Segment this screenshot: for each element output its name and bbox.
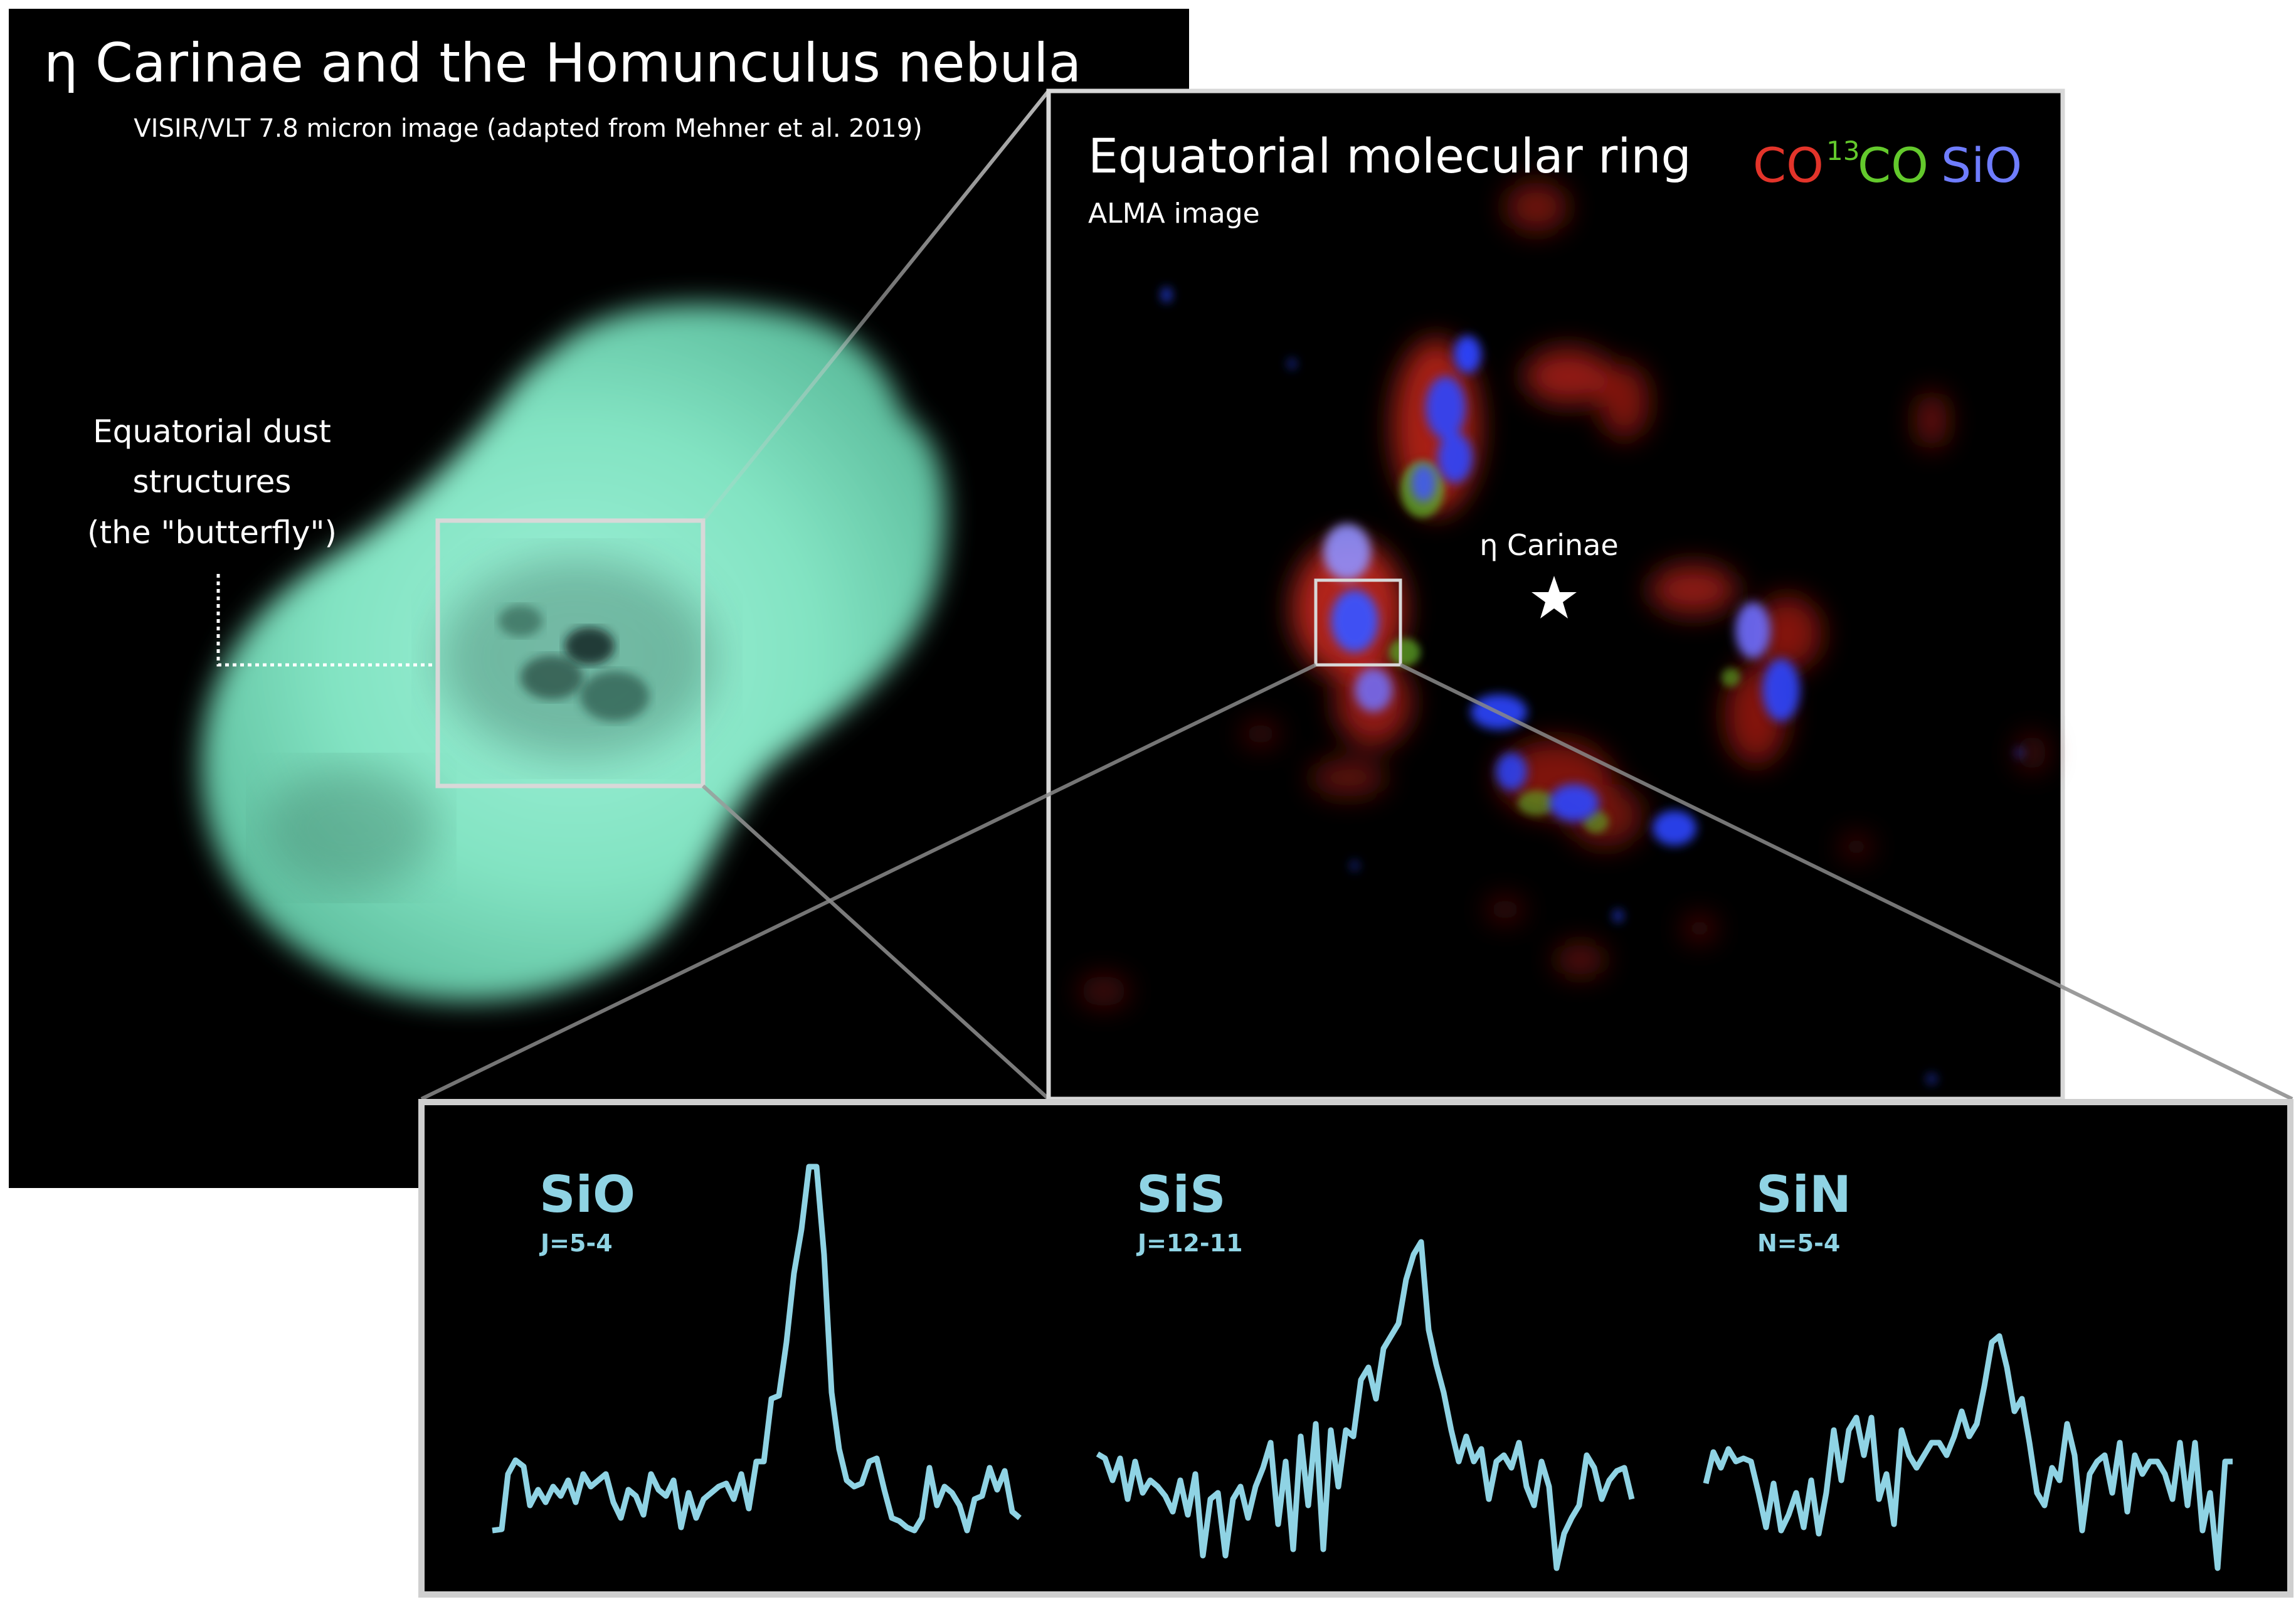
- spectra-panel: [418, 1099, 2293, 1598]
- butterfly-zoom-box: [435, 518, 706, 788]
- left-panel-title: η Carinae and the Homunculus nebula: [44, 32, 1081, 95]
- spectrum-name-sis: SiS: [1136, 1165, 1226, 1224]
- connector-top: [701, 90, 1050, 522]
- spectrum-transition-sin: N=5-4: [1757, 1229, 1840, 1257]
- spectrum-line-sin: [1703, 1333, 2233, 1571]
- spectrum-transition-sio: J=5-4: [539, 1229, 613, 1257]
- molecular-ring-emission: [1079, 182, 2048, 1084]
- alma-panel-subtitle: ALMA image: [1088, 198, 1260, 230]
- homunculus-nebula: [201, 304, 946, 1002]
- dust-label-leader: [216, 574, 435, 667]
- star-icon: [1532, 576, 1577, 618]
- connector-spectra-right: [1399, 663, 2293, 1101]
- legend-13co: CO: [1858, 137, 1928, 193]
- left-panel-subtitle: VISIR/VLT 7.8 micron image (adapted from…: [134, 114, 922, 143]
- spectrum-name-sin: SiN: [1756, 1165, 1851, 1224]
- alma-panel-title: Equatorial molecular ring: [1088, 128, 1691, 184]
- connector-spectra-left: [420, 663, 1317, 1101]
- spectrum-transition-sis: J=12-11: [1136, 1229, 1243, 1257]
- dust-label-line-1: Equatorial dust: [93, 413, 331, 450]
- legend-sio: SiO: [1941, 137, 2022, 193]
- spectrum-line-sio: [492, 1164, 1022, 1534]
- dust-label-line-2: structures: [133, 464, 292, 500]
- spectrum-line-sis: [1096, 1239, 1635, 1571]
- spectra-group: SiO J=5-4 SiS J=12-11 SiN N=5-4: [492, 1164, 2233, 1571]
- star-label: η Carinae: [1479, 528, 1618, 562]
- alma-zoom-box: [1314, 578, 1402, 667]
- spectrum-name-sio: SiO: [539, 1165, 635, 1224]
- legend-13co-superscript: 13: [1826, 135, 1860, 166]
- dust-label-line-3: (the "butterfly"): [87, 514, 337, 551]
- connector-bottom: [701, 784, 1050, 1101]
- legend-co: CO: [1753, 137, 1824, 193]
